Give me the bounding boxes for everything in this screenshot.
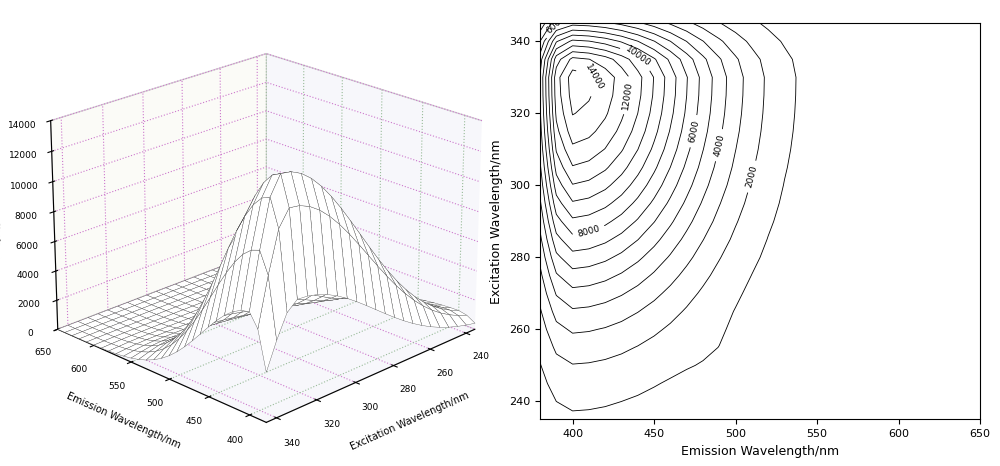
Text: 4000: 4000 <box>712 133 726 158</box>
Y-axis label: Excitation Wavelength/nm: Excitation Wavelength/nm <box>490 139 503 304</box>
Text: 8000: 8000 <box>577 225 601 239</box>
Text: 10000: 10000 <box>623 44 652 69</box>
Text: 12000: 12000 <box>621 81 634 110</box>
Y-axis label: Emission Wavelength/nm: Emission Wavelength/nm <box>65 391 182 451</box>
Text: 14000: 14000 <box>583 62 605 92</box>
X-axis label: Excitation Wavelength/nm: Excitation Wavelength/nm <box>348 390 470 452</box>
Text: 6000: 6000 <box>687 119 701 144</box>
X-axis label: Emission Wavelength/nm: Emission Wavelength/nm <box>681 445 839 458</box>
Text: 6000: 6000 <box>545 14 568 36</box>
Text: 2000: 2000 <box>745 164 759 189</box>
